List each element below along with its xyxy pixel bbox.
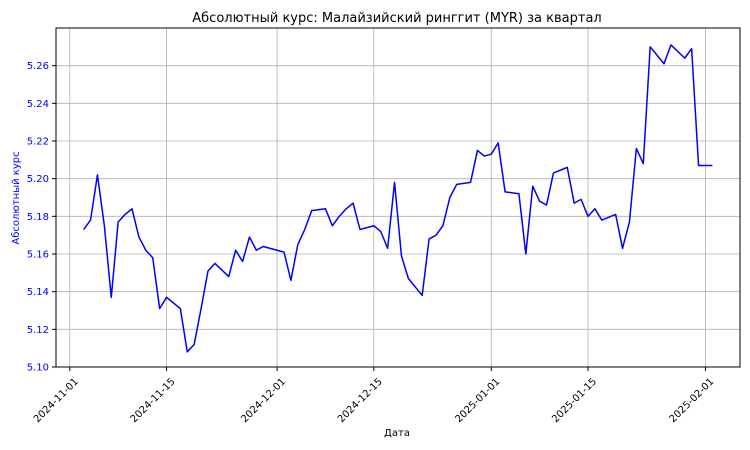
chart-title: Абсолютный курс: Малайзийский ринггит (M… (192, 11, 601, 26)
y-tick-label: 5.20 (27, 174, 49, 185)
x-axis-label: Дата (384, 428, 410, 439)
x-tick-label: 2025-01-01 (453, 376, 502, 425)
x-axis: 2024-11-01 2024-11-15 2024-12-01 2024-12-15… (32, 367, 717, 425)
y-tick-label: 5.22 (27, 137, 49, 148)
y-axis: 5.10 5.12 5.14 5.16 5.18 5.20 5.22 5.24 5.26 (27, 61, 56, 374)
x-tick-label: 2024-12-15 (336, 376, 385, 425)
y-tick-label: 5.14 (27, 287, 49, 298)
y-tick-label: 5.18 (27, 212, 49, 223)
y-tick-label: 5.26 (27, 61, 49, 72)
y-tick-label: 5.24 (27, 99, 49, 110)
y-tick-label: 5.12 (27, 325, 49, 336)
x-tick-label: 2025-02-01 (668, 376, 717, 425)
series-line-0 (83, 44, 713, 353)
plot-frame (55, 27, 741, 368)
y-axis-label: Абсолютный курс (11, 151, 22, 244)
y-tick-label: 5.10 (27, 363, 49, 374)
grid (56, 28, 740, 368)
y-tick-label: 5.16 (27, 250, 49, 261)
x-tick-label: 2024-11-01 (32, 376, 81, 425)
x-tick-label: 2024-11-15 (129, 376, 178, 425)
x-tick-label: 2024-12-01 (239, 376, 288, 425)
x-tick-label: 2025-01-15 (550, 376, 599, 425)
series-layer (83, 44, 713, 353)
